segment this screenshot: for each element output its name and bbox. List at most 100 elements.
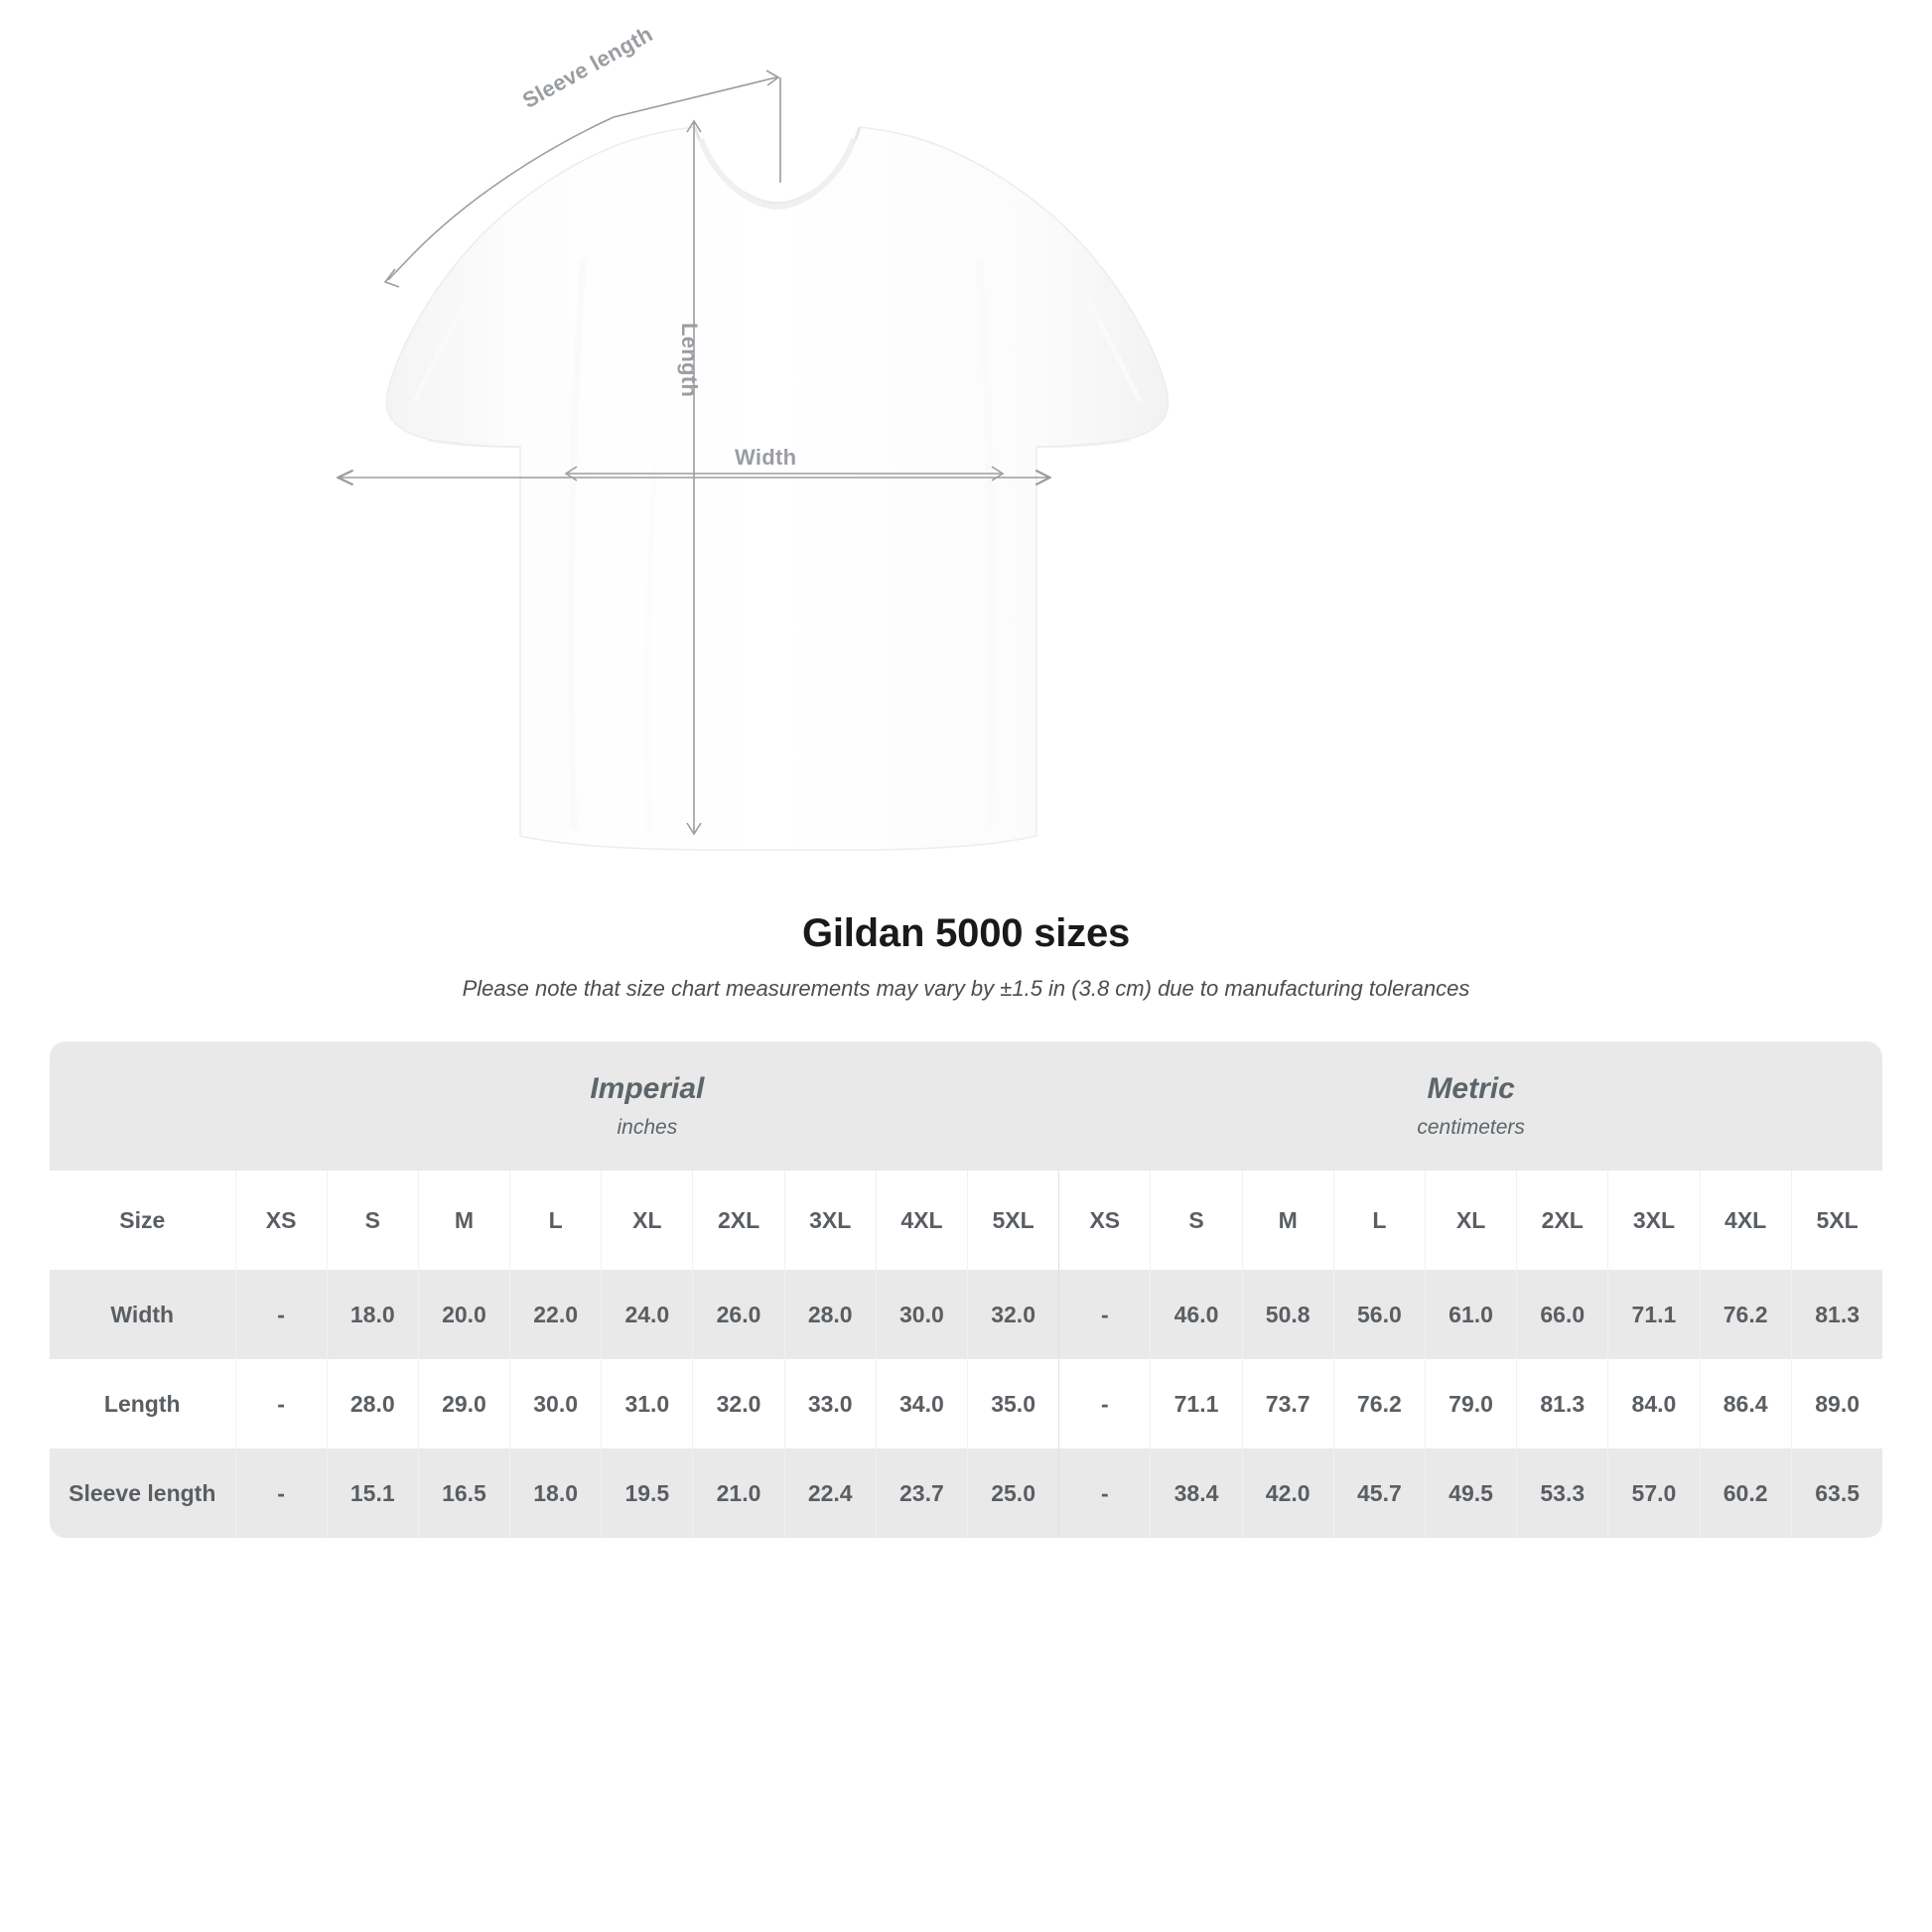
imperial-system-header: Imperial inches xyxy=(235,1041,1059,1171)
cell-width-metric-4xl: 76.2 xyxy=(1700,1270,1792,1359)
metric-name: Metric xyxy=(1427,1072,1515,1105)
size-header-imperial-m: M xyxy=(418,1171,511,1270)
tshirt-shape xyxy=(385,126,1170,851)
cell-width-metric-xl: 61.0 xyxy=(1425,1270,1518,1359)
size-header-label: Size xyxy=(50,1171,236,1270)
row-label-sleeve-length: Sleeve length xyxy=(50,1449,236,1538)
cell-width-imperial-2xl: 26.0 xyxy=(692,1270,785,1359)
length-dimension-line xyxy=(340,119,1048,836)
size-header-metric-xl: XL xyxy=(1425,1171,1518,1270)
row-label-width: Width xyxy=(50,1270,236,1359)
cell-sleeve-imperial-s: 15.1 xyxy=(327,1449,419,1538)
size-header-metric-l: L xyxy=(1333,1171,1426,1270)
cell-length-imperial-s: 28.0 xyxy=(327,1359,419,1449)
cell-length-metric-2xl: 81.3 xyxy=(1516,1359,1609,1449)
size-header-metric-xs: XS xyxy=(1058,1171,1152,1270)
size-header-metric-2xl: 2XL xyxy=(1516,1171,1609,1270)
page-title: Gildan 5000 sizes xyxy=(801,911,1131,955)
cell-sleeve-imperial-3xl: 22.4 xyxy=(784,1449,877,1538)
cell-length-imperial-l: 30.0 xyxy=(509,1359,603,1449)
sleeve-dimension-line xyxy=(383,69,781,288)
width-label: Width xyxy=(735,445,797,470)
cell-length-metric-xs: - xyxy=(1058,1359,1152,1449)
cell-length-imperial-5xl: 35.0 xyxy=(967,1359,1060,1449)
size-header-imperial-l: L xyxy=(509,1171,603,1270)
cell-sleeve-metric-2xl: 53.3 xyxy=(1516,1449,1609,1538)
size-header-row: Size XS S M L XL 2XL 3XL 4XL 5XL XS S M … xyxy=(50,1171,1882,1270)
cell-width-metric-xs: - xyxy=(1058,1270,1152,1359)
cell-sleeve-imperial-l: 18.0 xyxy=(509,1449,603,1538)
cell-sleeve-metric-m: 42.0 xyxy=(1242,1449,1334,1538)
cell-sleeve-metric-s: 38.4 xyxy=(1150,1449,1243,1538)
size-header-imperial-xs: XS xyxy=(235,1171,328,1270)
size-header-imperial-4xl: 4XL xyxy=(876,1171,969,1270)
width-dimension-line xyxy=(564,466,1005,482)
tshirt-illustration xyxy=(0,69,1170,851)
size-header-metric-5xl: 5XL xyxy=(1791,1171,1882,1270)
cell-sleeve-imperial-xs: - xyxy=(235,1449,328,1538)
cell-width-metric-3xl: 71.1 xyxy=(1607,1270,1701,1359)
length-label: Length xyxy=(677,323,702,398)
cell-length-imperial-xs: - xyxy=(235,1359,328,1449)
cell-width-imperial-xs: - xyxy=(235,1270,328,1359)
size-table-container: Imperial inches Metric centimeters Size … xyxy=(50,1041,1882,1538)
row-label-length: Length xyxy=(50,1359,236,1449)
cell-width-imperial-s: 18.0 xyxy=(327,1270,419,1359)
cell-width-metric-2xl: 66.0 xyxy=(1516,1270,1609,1359)
table-row: Width - 18.0 20.0 22.0 24.0 26.0 28.0 30… xyxy=(50,1270,1882,1359)
cell-length-imperial-m: 29.0 xyxy=(418,1359,511,1449)
cell-width-imperial-3xl: 28.0 xyxy=(784,1270,877,1359)
cell-width-imperial-l: 22.0 xyxy=(509,1270,603,1359)
cell-width-imperial-5xl: 32.0 xyxy=(967,1270,1060,1359)
cell-sleeve-metric-xl: 49.5 xyxy=(1425,1449,1518,1538)
size-header-imperial-s: S xyxy=(327,1171,419,1270)
metric-system-header: Metric centimeters xyxy=(1058,1041,1882,1171)
table-row: Sleeve length - 15.1 16.5 18.0 19.5 21.0… xyxy=(50,1449,1882,1538)
cell-sleeve-metric-xs: - xyxy=(1058,1449,1152,1538)
size-header-metric-4xl: 4XL xyxy=(1700,1171,1792,1270)
cell-length-metric-3xl: 84.0 xyxy=(1607,1359,1701,1449)
size-header-imperial-xl: XL xyxy=(601,1171,694,1270)
cell-length-imperial-xl: 31.0 xyxy=(601,1359,694,1449)
table-row: Length - 28.0 29.0 30.0 31.0 32.0 33.0 3… xyxy=(50,1359,1882,1449)
cell-length-metric-4xl: 86.4 xyxy=(1700,1359,1792,1449)
tshirt-diagram: Sleeve length Length Width xyxy=(0,0,1932,894)
cell-sleeve-metric-4xl: 60.2 xyxy=(1700,1449,1792,1538)
cell-width-imperial-m: 20.0 xyxy=(418,1270,511,1359)
cell-sleeve-imperial-2xl: 21.0 xyxy=(692,1449,785,1538)
cell-sleeve-imperial-m: 16.5 xyxy=(418,1449,511,1538)
size-table: Imperial inches Metric centimeters Size … xyxy=(50,1041,1882,1538)
cell-sleeve-metric-l: 45.7 xyxy=(1333,1449,1426,1538)
size-header-metric-m: M xyxy=(1242,1171,1334,1270)
cell-width-metric-m: 50.8 xyxy=(1242,1270,1334,1359)
cell-sleeve-imperial-4xl: 23.7 xyxy=(876,1449,969,1538)
imperial-unit: inches xyxy=(617,1116,678,1139)
cell-length-metric-5xl: 89.0 xyxy=(1791,1359,1882,1449)
cell-sleeve-imperial-5xl: 25.0 xyxy=(967,1449,1060,1538)
cell-length-metric-l: 76.2 xyxy=(1333,1359,1426,1449)
cell-sleeve-imperial-xl: 19.5 xyxy=(601,1449,694,1538)
cell-sleeve-metric-3xl: 57.0 xyxy=(1607,1449,1701,1538)
imperial-name: Imperial xyxy=(590,1072,705,1105)
cell-length-metric-xl: 79.0 xyxy=(1425,1359,1518,1449)
cell-length-imperial-2xl: 32.0 xyxy=(692,1359,785,1449)
cell-length-metric-s: 71.1 xyxy=(1150,1359,1243,1449)
cell-length-imperial-3xl: 33.0 xyxy=(784,1359,877,1449)
size-header-metric-s: S xyxy=(1150,1171,1243,1270)
cell-length-imperial-4xl: 34.0 xyxy=(876,1359,969,1449)
cell-length-metric-m: 73.7 xyxy=(1242,1359,1334,1449)
system-banner-spacer xyxy=(50,1041,235,1171)
size-header-imperial-5xl: 5XL xyxy=(967,1171,1060,1270)
cell-width-imperial-4xl: 30.0 xyxy=(876,1270,969,1359)
title-block: Gildan 5000 sizes Please note that size … xyxy=(0,911,1932,1002)
metric-unit: centimeters xyxy=(1417,1116,1525,1139)
cell-sleeve-metric-5xl: 63.5 xyxy=(1791,1449,1882,1538)
cell-width-metric-5xl: 81.3 xyxy=(1791,1270,1882,1359)
size-header-imperial-3xl: 3XL xyxy=(784,1171,877,1270)
cell-width-imperial-xl: 24.0 xyxy=(601,1270,694,1359)
cell-width-metric-s: 46.0 xyxy=(1150,1270,1243,1359)
system-banner-row: Imperial inches Metric centimeters xyxy=(50,1041,1882,1171)
size-header-metric-3xl: 3XL xyxy=(1607,1171,1701,1270)
size-header-imperial-2xl: 2XL xyxy=(692,1171,785,1270)
